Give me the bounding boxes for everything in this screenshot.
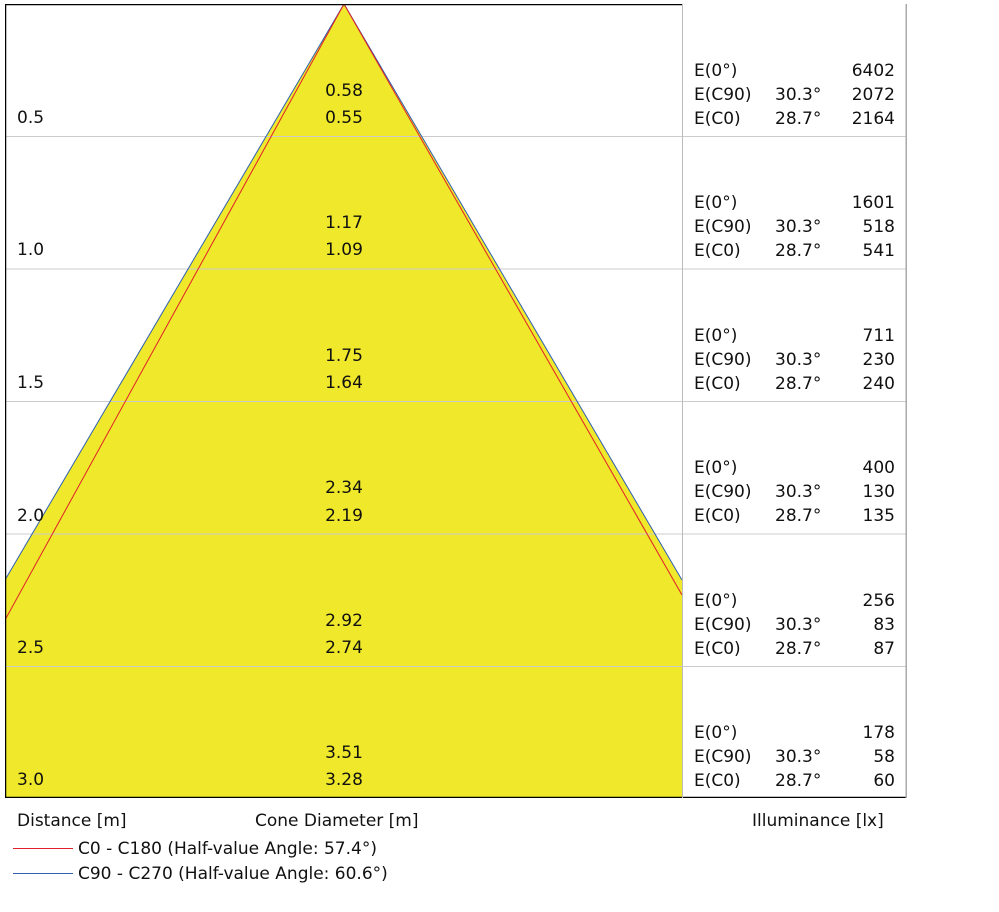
- diameter-c0: 2.74: [325, 638, 363, 658]
- ec90-value: 130: [862, 482, 895, 502]
- e0-value: 1601: [851, 193, 895, 213]
- c90-edge-line: [5, 4, 683, 581]
- diameter-c90: 0.58: [325, 81, 363, 101]
- distance-label: 1.5: [17, 373, 45, 393]
- ec90-value: 518: [862, 217, 895, 237]
- distance-axis-label: Distance [m]: [17, 811, 127, 831]
- grid-lines: [5, 136, 907, 667]
- ec90-angle: 30.3°: [775, 350, 822, 370]
- diameter-c90: 2.34: [325, 478, 363, 498]
- e0-label: E(0°): [694, 591, 738, 611]
- e0-label: E(0°): [694, 193, 738, 213]
- distance-label: 2.0: [17, 506, 45, 526]
- distance-label: 1.0: [17, 240, 45, 260]
- ec90-label: E(C90): [694, 482, 752, 502]
- ec0-label: E(C0): [694, 506, 741, 526]
- ec0-value: 240: [862, 374, 895, 394]
- ec0-value: 87: [873, 639, 895, 659]
- diameter-c90: 1.17: [325, 213, 363, 233]
- cone-diagram: [5, 4, 907, 798]
- e0-label: E(0°): [694, 723, 738, 743]
- e0-value: 256: [862, 591, 895, 611]
- ec90-label: E(C90): [694, 747, 752, 767]
- diameter-c0: 1.09: [325, 240, 363, 260]
- e0-value: 400: [862, 458, 895, 478]
- e0-label: E(0°): [694, 458, 738, 478]
- diameter-c90: 1.75: [325, 346, 363, 366]
- ec90-label: E(C90): [694, 217, 752, 237]
- cone-plot: [5, 4, 907, 798]
- ec90-value: 2072: [851, 85, 895, 105]
- legend-c90-line-icon: [13, 873, 73, 874]
- distance-label: 2.5: [17, 638, 45, 658]
- e0-label: E(0°): [694, 326, 738, 346]
- diameter-c0: 2.19: [325, 506, 363, 526]
- ec0-value: 135: [862, 506, 895, 526]
- ec90-angle: 30.3°: [775, 747, 822, 767]
- ec0-label: E(C0): [694, 241, 741, 261]
- ec0-value: 2164: [851, 109, 895, 129]
- e0-value: 711: [862, 326, 895, 346]
- legend-c90-label: C90 - C270 (Half-value Angle: 60.6°): [78, 864, 388, 884]
- ec90-value: 83: [873, 615, 895, 635]
- diameter-c0: 0.55: [325, 108, 363, 128]
- ec0-value: 541: [862, 241, 895, 261]
- ec90-angle: 30.3°: [775, 615, 822, 635]
- ec90-angle: 30.3°: [775, 482, 822, 502]
- ec0-angle: 28.7°: [775, 506, 822, 526]
- ec0-angle: 28.7°: [775, 109, 822, 129]
- e0-label: E(0°): [694, 61, 738, 81]
- legend-c0-line-icon: [13, 848, 73, 849]
- e0-value: 178: [862, 723, 895, 743]
- legend-c0-label: C0 - C180 (Half-value Angle: 57.4°): [78, 839, 377, 859]
- diameter-c0: 1.64: [325, 373, 363, 393]
- ec0-angle: 28.7°: [775, 374, 822, 394]
- ec90-value: 230: [862, 350, 895, 370]
- ec0-value: 60: [873, 771, 895, 791]
- ec0-angle: 28.7°: [775, 639, 822, 659]
- ec0-label: E(C0): [694, 109, 741, 129]
- e0-value: 6402: [851, 61, 895, 81]
- ec0-angle: 28.7°: [775, 771, 822, 791]
- ec0-label: E(C0): [694, 374, 741, 394]
- ec90-value: 58: [873, 747, 895, 767]
- ec90-label: E(C90): [694, 350, 752, 370]
- ec90-label: E(C90): [694, 615, 752, 635]
- diameter-c0: 3.28: [325, 770, 363, 790]
- ec0-label: E(C0): [694, 639, 741, 659]
- diameter-c90: 2.92: [325, 611, 363, 631]
- ec0-label: E(C0): [694, 771, 741, 791]
- ec90-angle: 30.3°: [775, 217, 822, 237]
- ec90-label: E(C90): [694, 85, 752, 105]
- diameter-c90: 3.51: [325, 743, 363, 763]
- illuminance-axis-label: Illuminance [lx]: [752, 811, 884, 831]
- distance-label: 0.5: [17, 108, 45, 128]
- diameter-axis-label: Cone Diameter [m]: [255, 811, 419, 831]
- distance-label: 3.0: [17, 770, 45, 790]
- c0-edge-line: [5, 4, 683, 621]
- ec90-angle: 30.3°: [775, 85, 822, 105]
- ec0-angle: 28.7°: [775, 241, 822, 261]
